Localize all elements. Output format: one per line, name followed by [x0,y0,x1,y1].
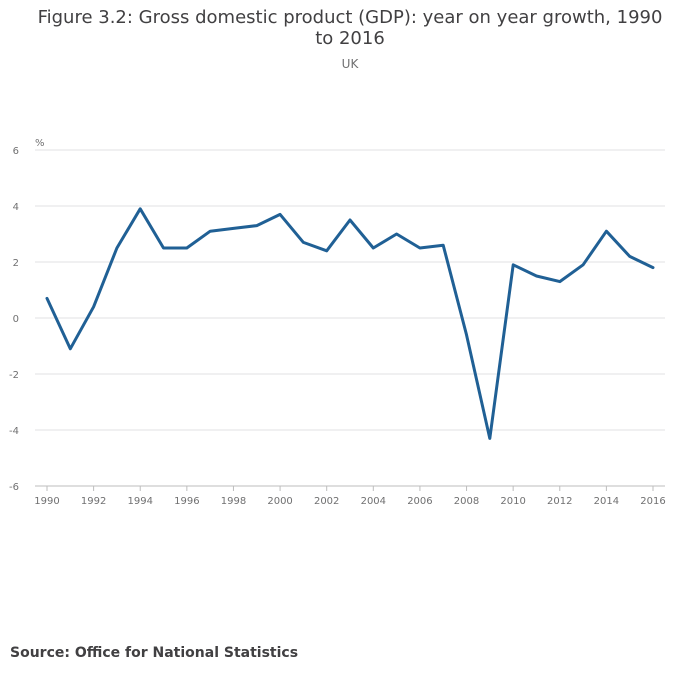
y-tick-label: 0 [13,314,19,325]
data-point-1990[interactable]: 1990: 0.7% [41,292,53,304]
data-point-1994[interactable]: 1994: 3.9% [134,203,146,215]
data-point-2014[interactable]: 2014: 3.1% [600,225,612,237]
data-point-2009[interactable]: 2009: -4.3% [484,432,496,444]
data-point-1997[interactable]: 1997: 3.1% [204,225,216,237]
data-point-2000[interactable]: 2000: 3.7% [274,208,286,220]
x-tick-label: 2010 [500,496,525,507]
data-point-2001[interactable]: 2001: 2.7% [297,236,309,248]
data-point-2011[interactable]: 2011: 1.5% [530,270,542,282]
series-layer: 1990: 0.7% 1991: -1.1% 1992: 0.4% 1993: 2.5… [41,203,659,444]
y-tick-label: 2 [13,258,19,269]
y-tick-label: 6 [13,146,19,157]
data-point-2015[interactable]: 2015: 2.2% [624,250,636,262]
y-axis: 6 4 2 0 -2 -4 -6 [9,146,19,493]
x-tick-label: 1998 [221,496,246,507]
x-tick-label: 1994 [128,496,153,507]
data-point-2007[interactable]: 2007: 2.6% [437,239,449,251]
x-tick-label: 1990 [34,496,59,507]
y-axis-label: % [35,138,45,149]
chart-title: Figure 3.2: Gross domestic product (GDP)… [37,7,663,49]
data-point-1999[interactable]: 1999: 3.3% [251,220,263,232]
data-point-2006[interactable]: 2006: 2.5% [414,242,426,254]
data-point-1998[interactable]: 1998: 3.2% [227,222,239,234]
y-tick-label: -6 [9,482,19,493]
data-point-2013[interactable]: 2013: 1.9% [577,259,589,271]
x-tick-label: 2008 [454,496,479,507]
data-point-2010[interactable]: 2010: 1.9% [507,259,519,271]
x-tick-label: 1992 [81,496,106,507]
source-note: Source: Office for National Statistics [10,645,299,661]
y-tick-label: 4 [13,202,19,213]
data-point-2002[interactable]: 2002: 2.4% [321,245,333,257]
data-point-2005[interactable]: 2005: 3% [391,228,403,240]
x-tick-label: 2002 [314,496,339,507]
x-tick-label: 2004 [361,496,386,507]
data-point-1992[interactable]: 1992: 0.4% [88,301,100,313]
data-point-1991[interactable]: 1991: -1.1% [64,343,76,355]
y-tick-label: -4 [9,426,19,437]
x-tick-label: 2016 [640,496,665,507]
x-axis: 1990 1992 1994 1996 1998 2000 2002 2004 2006 2008… [34,485,666,507]
x-tick-label: 2012 [547,496,572,507]
grid-lines [35,149,665,487]
data-point-2004[interactable]: 2004: 2.5% [367,242,379,254]
data-point-1996[interactable]: 1996: 2.5% [181,242,193,254]
y-tick-label: -2 [9,370,19,381]
data-point-2003[interactable]: 2003: 3.5% [344,214,356,226]
series-line-gdp-growth [45,207,655,440]
x-tick-label: 2014 [594,496,619,507]
data-point-1993[interactable]: 1993: 2.5% [111,242,123,254]
data-point-1995[interactable]: 1995: 2.5% [158,242,170,254]
x-tick-label: 2006 [407,496,432,507]
data-point-2016[interactable]: 2016: 1.8% [647,262,659,274]
x-tick-label: 1996 [174,496,199,507]
x-tick-label: 2000 [267,496,292,507]
chart-subtitle: UK [341,57,359,71]
data-point-2012[interactable]: 2012: 1.3% [554,276,566,288]
data-point-2008[interactable]: 2008: -0.6% [461,329,473,341]
